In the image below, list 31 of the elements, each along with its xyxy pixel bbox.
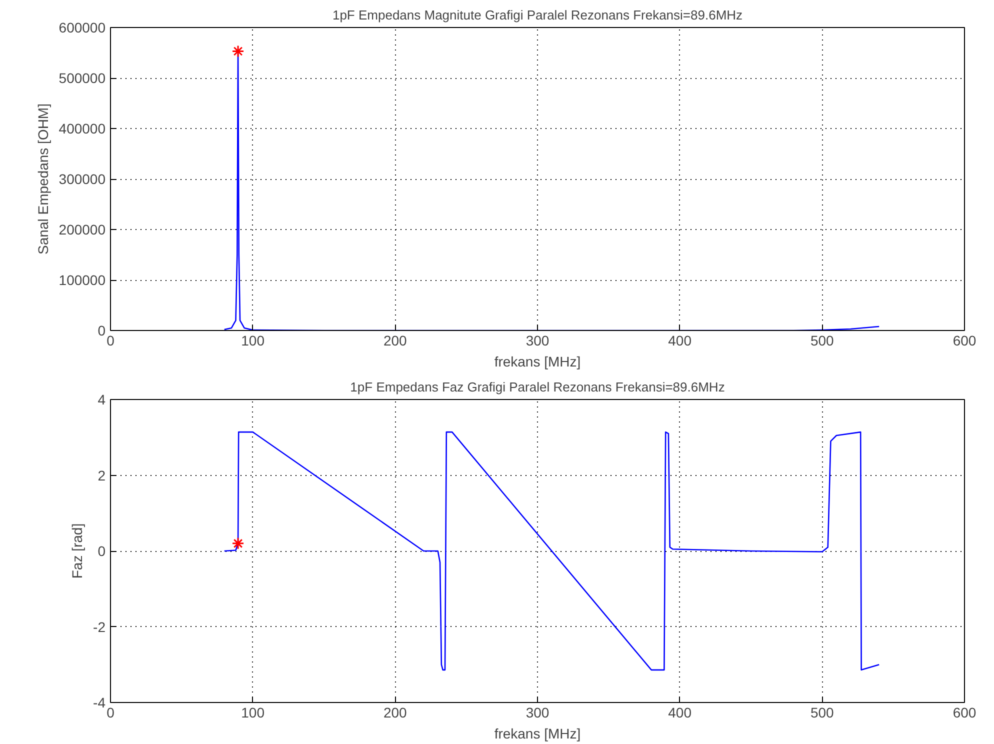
x-axis-title: frekans [MHz] [494,726,581,742]
y-tick-label: 4 [98,392,106,408]
y-tick-label: 2 [98,467,106,484]
y-tick-label: 0 [98,543,106,559]
x-tick-label: 200 [383,704,408,720]
y-axis-title: Faz [rad] [69,523,86,579]
x-tick-label: 300 [526,704,550,720]
x-tick-label: 500 [810,704,834,720]
y-axis-title: Sanal Empedans [OHM] [34,104,51,254]
x-tick-label: 200 [383,332,408,348]
x-tick-label: 300 [526,332,550,348]
x-tick-label: 100 [241,704,265,720]
x-tick-label: 500 [810,332,834,348]
y-tick-label: 500000 [58,70,106,86]
x-tick-label: 600 [952,332,976,348]
y-tick-label: 200000 [58,222,106,238]
x-tick-label: 100 [241,332,265,348]
line-series [224,431,880,671]
y-tick-label: 300000 [58,171,106,187]
chart-title: 1pF Empedans Magnitute Grafigi Paralel Rezonans Frekansi=89.6MHz [332,8,743,22]
x-axis-title: frekans [MHz] [494,354,581,370]
y-tick-label: -4 [93,694,106,710]
y-tick-label: 400000 [58,120,106,136]
y-tick-label: -2 [93,618,106,635]
x-tick-label: 400 [668,704,692,720]
chart-title: 1pF Empedans Faz Grafigi Paralel Rezonans Frekansi=89.6MHz [350,380,725,394]
x-tick-label: 400 [668,332,692,348]
y-tick-label: 0 [98,322,106,338]
x-tick-label: 600 [952,704,976,720]
y-tick-label: 100000 [58,272,106,288]
y-tick-label: 600000 [58,20,106,36]
